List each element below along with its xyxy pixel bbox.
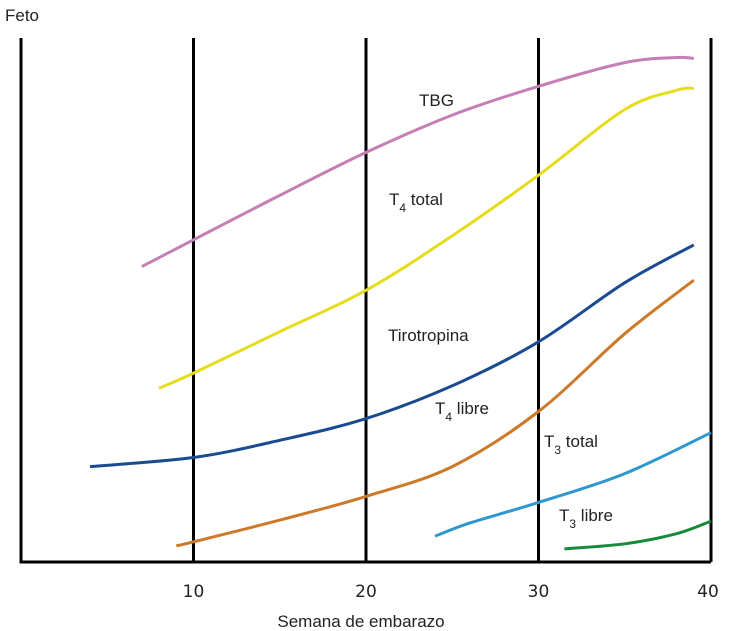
x-tick-label: 10 bbox=[183, 582, 205, 602]
series-label-t3-libre: T3 libre bbox=[559, 506, 613, 531]
x-axis-label: Semana de embarazo bbox=[277, 612, 444, 631]
series-line-t4-total bbox=[158, 86, 694, 390]
series-line-t3-total bbox=[434, 431, 712, 538]
series-label-t3-total-sub: 3 bbox=[554, 443, 561, 457]
series-label-t4-total-rest: total bbox=[406, 190, 443, 209]
series-label-tirotropina: Tirotropina bbox=[388, 326, 469, 345]
series-line-tirotropina bbox=[89, 243, 695, 469]
series-label-t3-libre-main: T bbox=[559, 506, 569, 525]
series-label-t3-total-rest: total bbox=[561, 432, 598, 451]
series-label-t4-libre: T4 libre bbox=[435, 399, 489, 424]
series-line-t4-libre bbox=[175, 279, 695, 548]
series-label-tbg-text: TBG bbox=[419, 91, 454, 110]
series-label-t4-libre-main: T bbox=[435, 399, 445, 418]
series-label-t4-total: T4 total bbox=[389, 190, 443, 215]
series-label-t3-total-main: T bbox=[544, 432, 554, 451]
series-label-t3-total: T3 total bbox=[544, 432, 598, 457]
series-label-t3-libre-sub: 3 bbox=[569, 517, 576, 531]
x-tick-label: 20 bbox=[355, 582, 377, 602]
series-label-t4-total-main: T bbox=[389, 190, 399, 209]
series-label-tirotropina-text: Tirotropina bbox=[388, 326, 469, 345]
x-tick-label: 30 bbox=[528, 582, 550, 602]
series-label-t4-libre-rest: libre bbox=[452, 399, 489, 418]
series-curves bbox=[89, 55, 712, 551]
series-label-t4-libre-sub: 4 bbox=[445, 410, 452, 424]
vertical-grid-lines bbox=[192, 38, 713, 562]
series-label-t3-libre-rest: libre bbox=[576, 506, 613, 525]
series-label-t4-total-sub: 4 bbox=[399, 201, 406, 215]
series-line-tbg bbox=[141, 55, 694, 268]
series-label-tbg: TBG bbox=[419, 91, 454, 110]
y-axis-label: Feto bbox=[5, 6, 39, 25]
x-tick-label: 40 bbox=[697, 582, 719, 602]
axes bbox=[19, 38, 711, 564]
series-line-t3-libre bbox=[564, 519, 712, 551]
x-tick-labels: 10 20 30 40 bbox=[183, 582, 719, 602]
